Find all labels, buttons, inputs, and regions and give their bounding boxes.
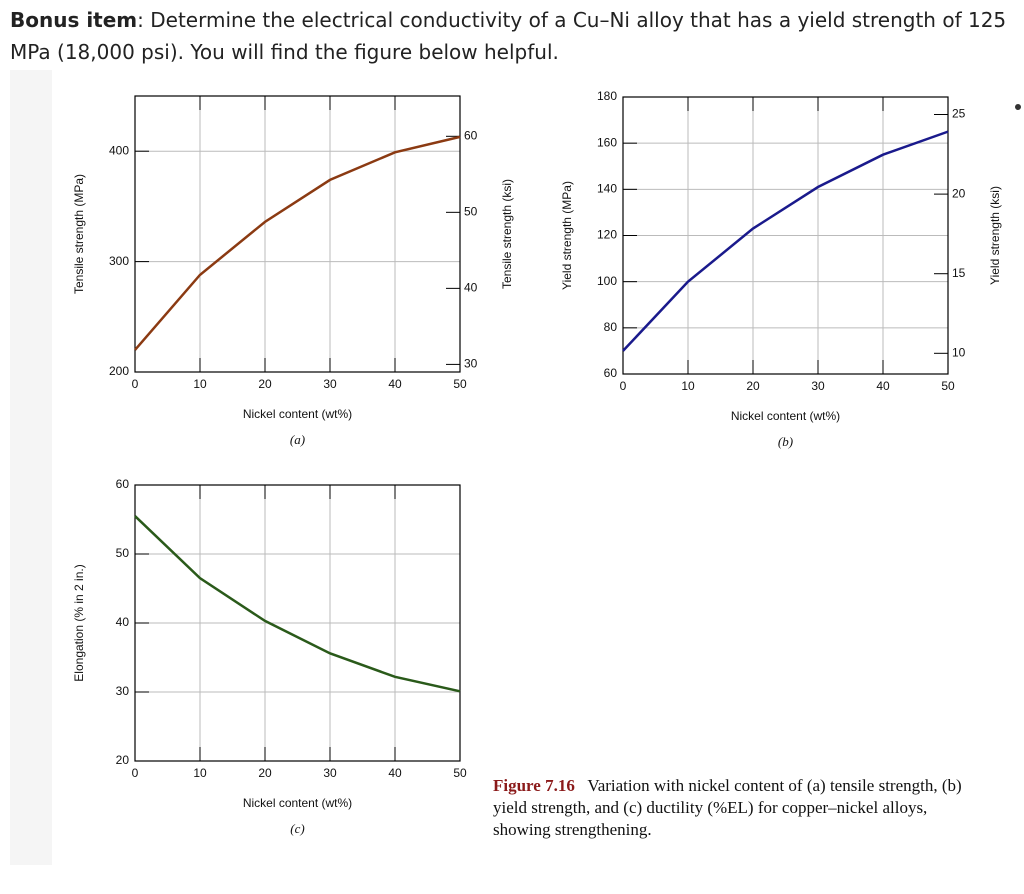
x-tick-label: 30 bbox=[811, 379, 825, 393]
x-tick-label: 50 bbox=[941, 379, 955, 393]
y-tick-label: 300 bbox=[109, 254, 129, 268]
x-tick-label: 10 bbox=[681, 379, 695, 393]
y-tick-label: 30 bbox=[116, 684, 130, 698]
x-tick-label: 30 bbox=[323, 766, 337, 780]
x-tick-label: 0 bbox=[132, 766, 139, 780]
y-tick-label: 60 bbox=[116, 477, 130, 491]
x-tick-label: 20 bbox=[258, 377, 272, 391]
y-tick-label: 140 bbox=[597, 182, 617, 196]
x-tick-label: 20 bbox=[746, 379, 760, 393]
curve bbox=[134, 135, 461, 351]
x-tick-label: 30 bbox=[323, 377, 337, 391]
caption: Figure 7.16 Variation with nickel conten… bbox=[493, 775, 963, 841]
y-tick-label: 160 bbox=[597, 135, 617, 149]
y2-tick-label: 25 bbox=[952, 107, 966, 121]
y2-tick-label: 60 bbox=[464, 128, 478, 142]
y-axis-title: Tensile strength (MPa) bbox=[72, 174, 86, 294]
plot-frame bbox=[622, 96, 949, 375]
x-tick-label: 10 bbox=[193, 766, 207, 780]
y-tick-label: 120 bbox=[597, 228, 617, 242]
curve bbox=[622, 130, 949, 352]
bullet bbox=[1015, 104, 1021, 110]
y-tick-label: 50 bbox=[116, 546, 130, 560]
x-tick-label: 0 bbox=[132, 377, 139, 391]
y2-tick-label: 30 bbox=[464, 357, 478, 371]
caption-label: Figure 7.16 bbox=[493, 776, 575, 795]
y-tick-label: 180 bbox=[597, 89, 617, 103]
subfigure-label: (a) bbox=[290, 432, 305, 447]
x-tick-label: 40 bbox=[876, 379, 890, 393]
x-tick-label: 40 bbox=[388, 766, 402, 780]
subfigure-label: (c) bbox=[290, 821, 304, 836]
y-tick-label: 80 bbox=[604, 320, 618, 334]
y-tick-label: 400 bbox=[109, 143, 129, 157]
x-axis-title: Nickel content (wt%) bbox=[243, 407, 352, 421]
x-tick-label: 0 bbox=[620, 379, 627, 393]
y-axis-title: Elongation (% in 2 in.) bbox=[72, 564, 86, 681]
y-tick-label: 100 bbox=[597, 274, 617, 288]
x-tick-label: 20 bbox=[258, 766, 272, 780]
caption-text: Variation with nickel content of (a) ten… bbox=[493, 776, 962, 839]
question: Bonus item: Determine the electrical con… bbox=[10, 4, 1020, 68]
y-tick-label: 40 bbox=[116, 615, 130, 629]
plot-frame bbox=[134, 95, 461, 373]
x-tick-label: 10 bbox=[193, 377, 207, 391]
plot-frame bbox=[134, 484, 461, 762]
y2-tick-label: 20 bbox=[952, 186, 966, 200]
subfigure-label: (b) bbox=[778, 434, 793, 449]
side-panel bbox=[10, 70, 52, 865]
x-tick-label: 50 bbox=[453, 377, 467, 391]
question-text: : Determine the electrical conductivity … bbox=[10, 8, 1007, 64]
curve bbox=[134, 515, 461, 693]
y2-axis-title: Yield strength (ksi) bbox=[988, 186, 1002, 285]
y-tick-label: 20 bbox=[116, 753, 130, 767]
x-tick-label: 40 bbox=[388, 377, 402, 391]
x-axis-title: Nickel content (wt%) bbox=[243, 796, 352, 810]
y-axis-title: Yield strength (MPa) bbox=[560, 181, 574, 290]
x-axis-title: Nickel content (wt%) bbox=[731, 409, 840, 423]
y-tick-label: 200 bbox=[109, 364, 129, 378]
y2-tick-label: 10 bbox=[952, 345, 966, 359]
y2-tick-label: 40 bbox=[464, 281, 478, 295]
y2-tick-label: 50 bbox=[464, 205, 478, 219]
y-tick-label: 60 bbox=[604, 366, 618, 380]
y2-axis-title: Tensile strength (ksi) bbox=[500, 179, 514, 289]
question-lead: Bonus item bbox=[10, 8, 138, 32]
y2-tick-label: 15 bbox=[952, 266, 966, 280]
x-tick-label: 50 bbox=[453, 766, 467, 780]
